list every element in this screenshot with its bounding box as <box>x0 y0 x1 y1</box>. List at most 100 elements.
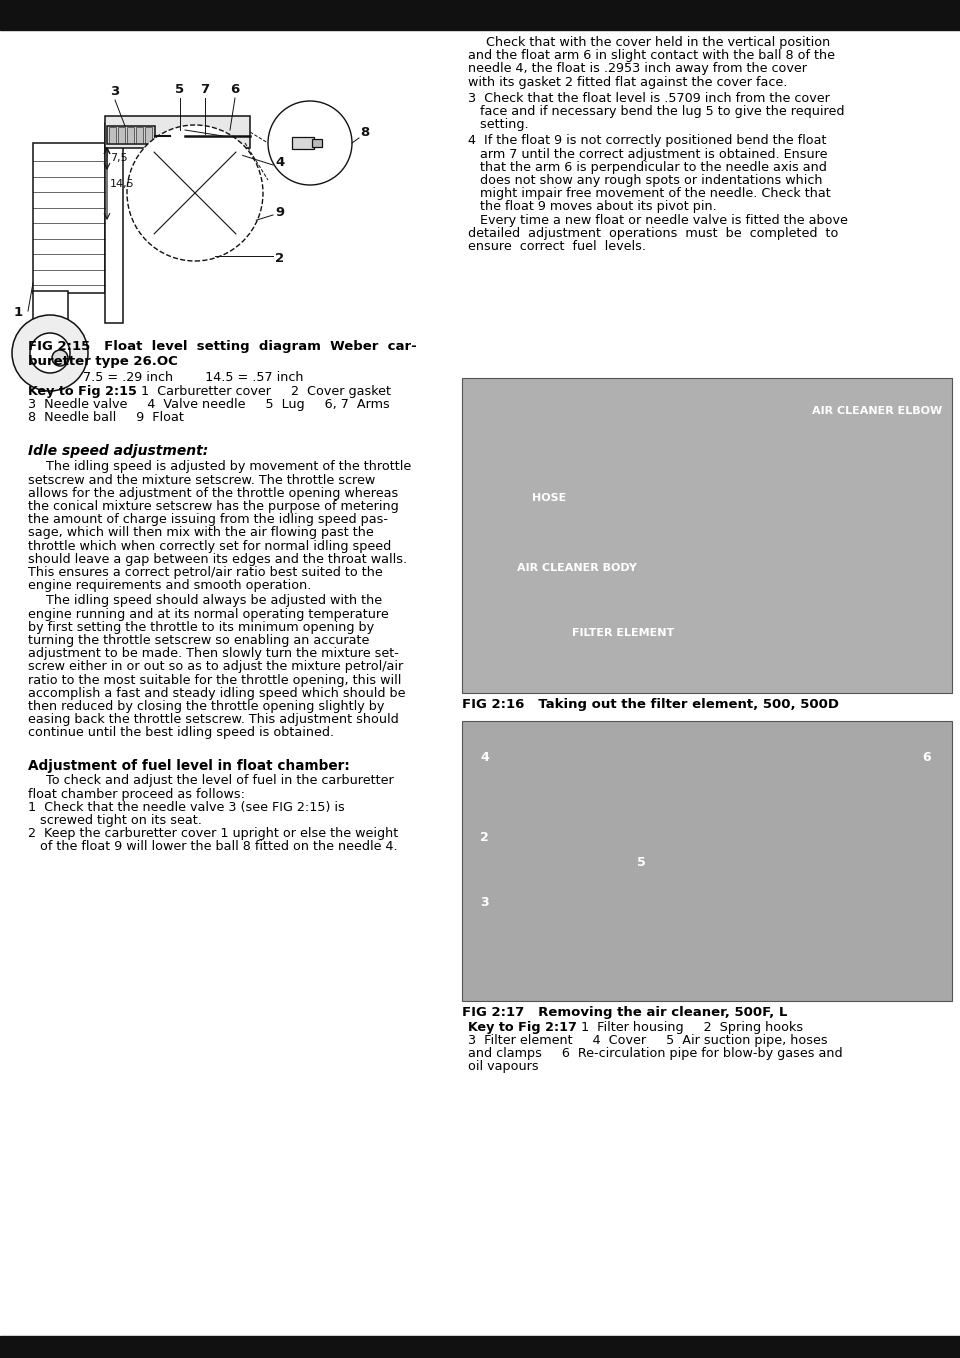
Text: The idling speed should always be adjusted with the: The idling speed should always be adjust… <box>46 595 382 607</box>
Text: 2: 2 <box>275 251 284 265</box>
Bar <box>0 0 960 30</box>
Text: allows for the adjustment of the throttle opening whereas: allows for the adjustment of the throttl… <box>28 486 398 500</box>
Bar <box>173 132 187 140</box>
Bar <box>33 143 105 293</box>
Circle shape <box>12 315 88 391</box>
Bar <box>107 126 155 144</box>
Text: 6: 6 <box>922 751 930 765</box>
Text: by first setting the throttle to its minimum opening by: by first setting the throttle to its min… <box>28 621 374 634</box>
Text: engine running and at its normal operating temperature: engine running and at its normal operati… <box>28 607 389 621</box>
Text: screw either in or out so as to adjust the mixture petrol/air: screw either in or out so as to adjust t… <box>28 660 403 674</box>
Text: Key to Fig 2:17: Key to Fig 2:17 <box>468 1020 577 1033</box>
Text: might impair free movement of the needle. Check that: might impair free movement of the needle… <box>468 187 830 200</box>
Text: 8: 8 <box>360 126 370 140</box>
Text: 7,5: 7,5 <box>110 153 128 163</box>
Circle shape <box>52 350 68 367</box>
Text: AIR CLEANER ELBOW: AIR CLEANER ELBOW <box>812 406 943 416</box>
Text: adjustment to be made. Then slowly turn the mixture set-: adjustment to be made. Then slowly turn … <box>28 648 398 660</box>
Bar <box>118 128 125 143</box>
Text: HOSE: HOSE <box>532 493 566 502</box>
Text: float chamber proceed as follows:: float chamber proceed as follows: <box>28 788 245 801</box>
Text: the float 9 moves about its pivot pin.: the float 9 moves about its pivot pin. <box>468 201 717 213</box>
Text: face and if necessary bend the lug 5 to give the required: face and if necessary bend the lug 5 to … <box>468 105 845 118</box>
Text: 43: 43 <box>914 1315 930 1328</box>
Bar <box>127 128 134 143</box>
Text: 3  Check that the float level is .5709 inch from the cover: 3 Check that the float level is .5709 in… <box>468 92 829 105</box>
Bar <box>105 115 250 148</box>
Bar <box>33 291 68 323</box>
Bar <box>0 1336 960 1358</box>
Text: throttle which when correctly set for normal idling speed: throttle which when correctly set for no… <box>28 539 392 553</box>
Text: then reduced by closing the throttle opening slightly by: then reduced by closing the throttle ope… <box>28 699 384 713</box>
Text: 14,5: 14,5 <box>110 178 134 189</box>
Text: 1: 1 <box>13 307 23 319</box>
Text: Every time a new float or needle valve is fitted the above: Every time a new float or needle valve i… <box>468 213 848 227</box>
Text: oil vapours: oil vapours <box>468 1061 539 1073</box>
Bar <box>145 128 152 143</box>
Text: accomplish a fast and steady idling speed which should be: accomplish a fast and steady idling spee… <box>28 687 405 699</box>
Text: 5: 5 <box>176 83 184 96</box>
Text: and clamps     6  Re-circulation pipe for blow-by gases and: and clamps 6 Re-circulation pipe for blo… <box>468 1047 843 1059</box>
Text: with its gasket 2 fitted flat against the cover face.: with its gasket 2 fitted flat against th… <box>468 76 787 88</box>
Text: engine requirements and smooth operation.: engine requirements and smooth operation… <box>28 580 311 592</box>
Text: 2  Keep the carburetter cover 1 upright or else the weight: 2 Keep the carburetter cover 1 upright o… <box>28 827 398 841</box>
Text: FILTER ELEMENT: FILTER ELEMENT <box>572 627 674 638</box>
Text: and the float arm 6 in slight contact with the ball 8 of the: and the float arm 6 in slight contact wi… <box>468 49 835 62</box>
Text: 3  Needle valve     4  Valve needle     5  Lug     6, 7  Arms: 3 Needle valve 4 Valve needle 5 Lug 6, 7… <box>28 398 390 411</box>
Text: 4: 4 <box>480 751 489 765</box>
Text: of the float 9 will lower the ball 8 fitted on the needle 4.: of the float 9 will lower the ball 8 fit… <box>28 841 397 853</box>
Text: the conical mixture setscrew has the purpose of metering: the conical mixture setscrew has the pur… <box>28 500 398 513</box>
Text: Idle speed adjustment:: Idle speed adjustment: <box>28 444 208 459</box>
Text: 7: 7 <box>201 83 209 96</box>
Text: 6: 6 <box>230 83 240 96</box>
Text: the amount of charge issuing from the idling speed pas-: the amount of charge issuing from the id… <box>28 513 388 526</box>
Text: that the arm 6 is perpendicular to the needle axis and: that the arm 6 is perpendicular to the n… <box>468 160 827 174</box>
Text: setting.: setting. <box>468 118 529 132</box>
Text: turning the throttle setscrew so enabling an accurate: turning the throttle setscrew so enablin… <box>28 634 370 646</box>
Circle shape <box>30 333 70 373</box>
Text: setscrew and the mixture setscrew. The throttle screw: setscrew and the mixture setscrew. The t… <box>28 474 375 486</box>
Bar <box>109 128 116 143</box>
Text: 1  Filter housing     2  Spring hooks: 1 Filter housing 2 Spring hooks <box>561 1020 804 1033</box>
Text: carmanualsonline.info: carmanualsonline.info <box>426 1338 534 1348</box>
Text: should leave a gap between its edges and the throat walls.: should leave a gap between its edges and… <box>28 553 407 566</box>
Text: 3: 3 <box>480 896 489 909</box>
Text: arm 7 until the correct adjustment is obtained. Ensure: arm 7 until the correct adjustment is ob… <box>468 148 828 160</box>
Text: detailed  adjustment  operations  must  be  completed  to: detailed adjustment operations must be c… <box>468 227 838 240</box>
Text: 9: 9 <box>275 206 284 220</box>
Text: FIG 2:17   Removing the air cleaner, 500F, L: FIG 2:17 Removing the air cleaner, 500F,… <box>462 1006 787 1018</box>
Text: FIG 2:15   Float  level  setting  diagram  Weber  car-: FIG 2:15 Float level setting diagram Web… <box>28 340 417 353</box>
Bar <box>312 139 322 147</box>
Text: screwed tight on its seat.: screwed tight on its seat. <box>28 813 202 827</box>
Bar <box>462 378 952 693</box>
Circle shape <box>127 125 263 261</box>
Text: 8  Needle ball     9  Float: 8 Needle ball 9 Float <box>28 411 184 425</box>
Text: needle 4, the float is .2953 inch away from the cover: needle 4, the float is .2953 inch away f… <box>468 62 807 76</box>
Text: Check that with the cover held in the vertical position: Check that with the cover held in the ve… <box>486 37 830 49</box>
Text: ensure  correct  fuel  levels.: ensure correct fuel levels. <box>468 240 646 253</box>
Text: continue until the best idling speed is obtained.: continue until the best idling speed is … <box>28 727 334 739</box>
Text: 7.5 = .29 inch        14.5 = .57 inch: 7.5 = .29 inch 14.5 = .57 inch <box>83 371 303 384</box>
Text: 1  Check that the needle valve 3 (see FIG 2:15) is: 1 Check that the needle valve 3 (see FIG… <box>28 801 345 813</box>
Text: This ensures a correct petrol/air ratio best suited to the: This ensures a correct petrol/air ratio … <box>28 566 383 579</box>
Circle shape <box>182 130 192 141</box>
Text: sage, which will then mix with the air flowing past the: sage, which will then mix with the air f… <box>28 527 373 539</box>
Text: buretter type 26.OC: buretter type 26.OC <box>28 354 178 368</box>
Text: easing back the throttle setscrew. This adjustment should: easing back the throttle setscrew. This … <box>28 713 398 727</box>
Text: 5: 5 <box>637 856 646 869</box>
Text: FIG 2:16   Taking out the filter element, 500, 500D: FIG 2:16 Taking out the filter element, … <box>462 698 839 712</box>
Text: 4  If the float 9 is not correctly positioned bend the float: 4 If the float 9 is not correctly positi… <box>468 134 827 148</box>
Bar <box>462 721 952 1001</box>
Text: 3: 3 <box>110 86 120 98</box>
Bar <box>136 128 143 143</box>
Text: F500: F500 <box>28 1315 60 1328</box>
Text: does not show any rough spots or indentations which: does not show any rough spots or indenta… <box>468 174 823 187</box>
Text: To check and adjust the level of fuel in the carburetter: To check and adjust the level of fuel in… <box>46 774 394 788</box>
Text: 4: 4 <box>275 156 284 170</box>
Bar <box>105 124 123 323</box>
Bar <box>292 137 314 149</box>
Text: 1  Carburetter cover     2  Cover gasket: 1 Carburetter cover 2 Cover gasket <box>121 386 391 398</box>
Text: ratio to the most suitable for the throttle opening, this will: ratio to the most suitable for the throt… <box>28 674 401 687</box>
Text: The idling speed is adjusted by movement of the throttle: The idling speed is adjusted by movement… <box>46 460 411 474</box>
Text: 3  Filter element     4  Cover     5  Air suction pipe, hoses: 3 Filter element 4 Cover 5 Air suction p… <box>468 1033 828 1047</box>
